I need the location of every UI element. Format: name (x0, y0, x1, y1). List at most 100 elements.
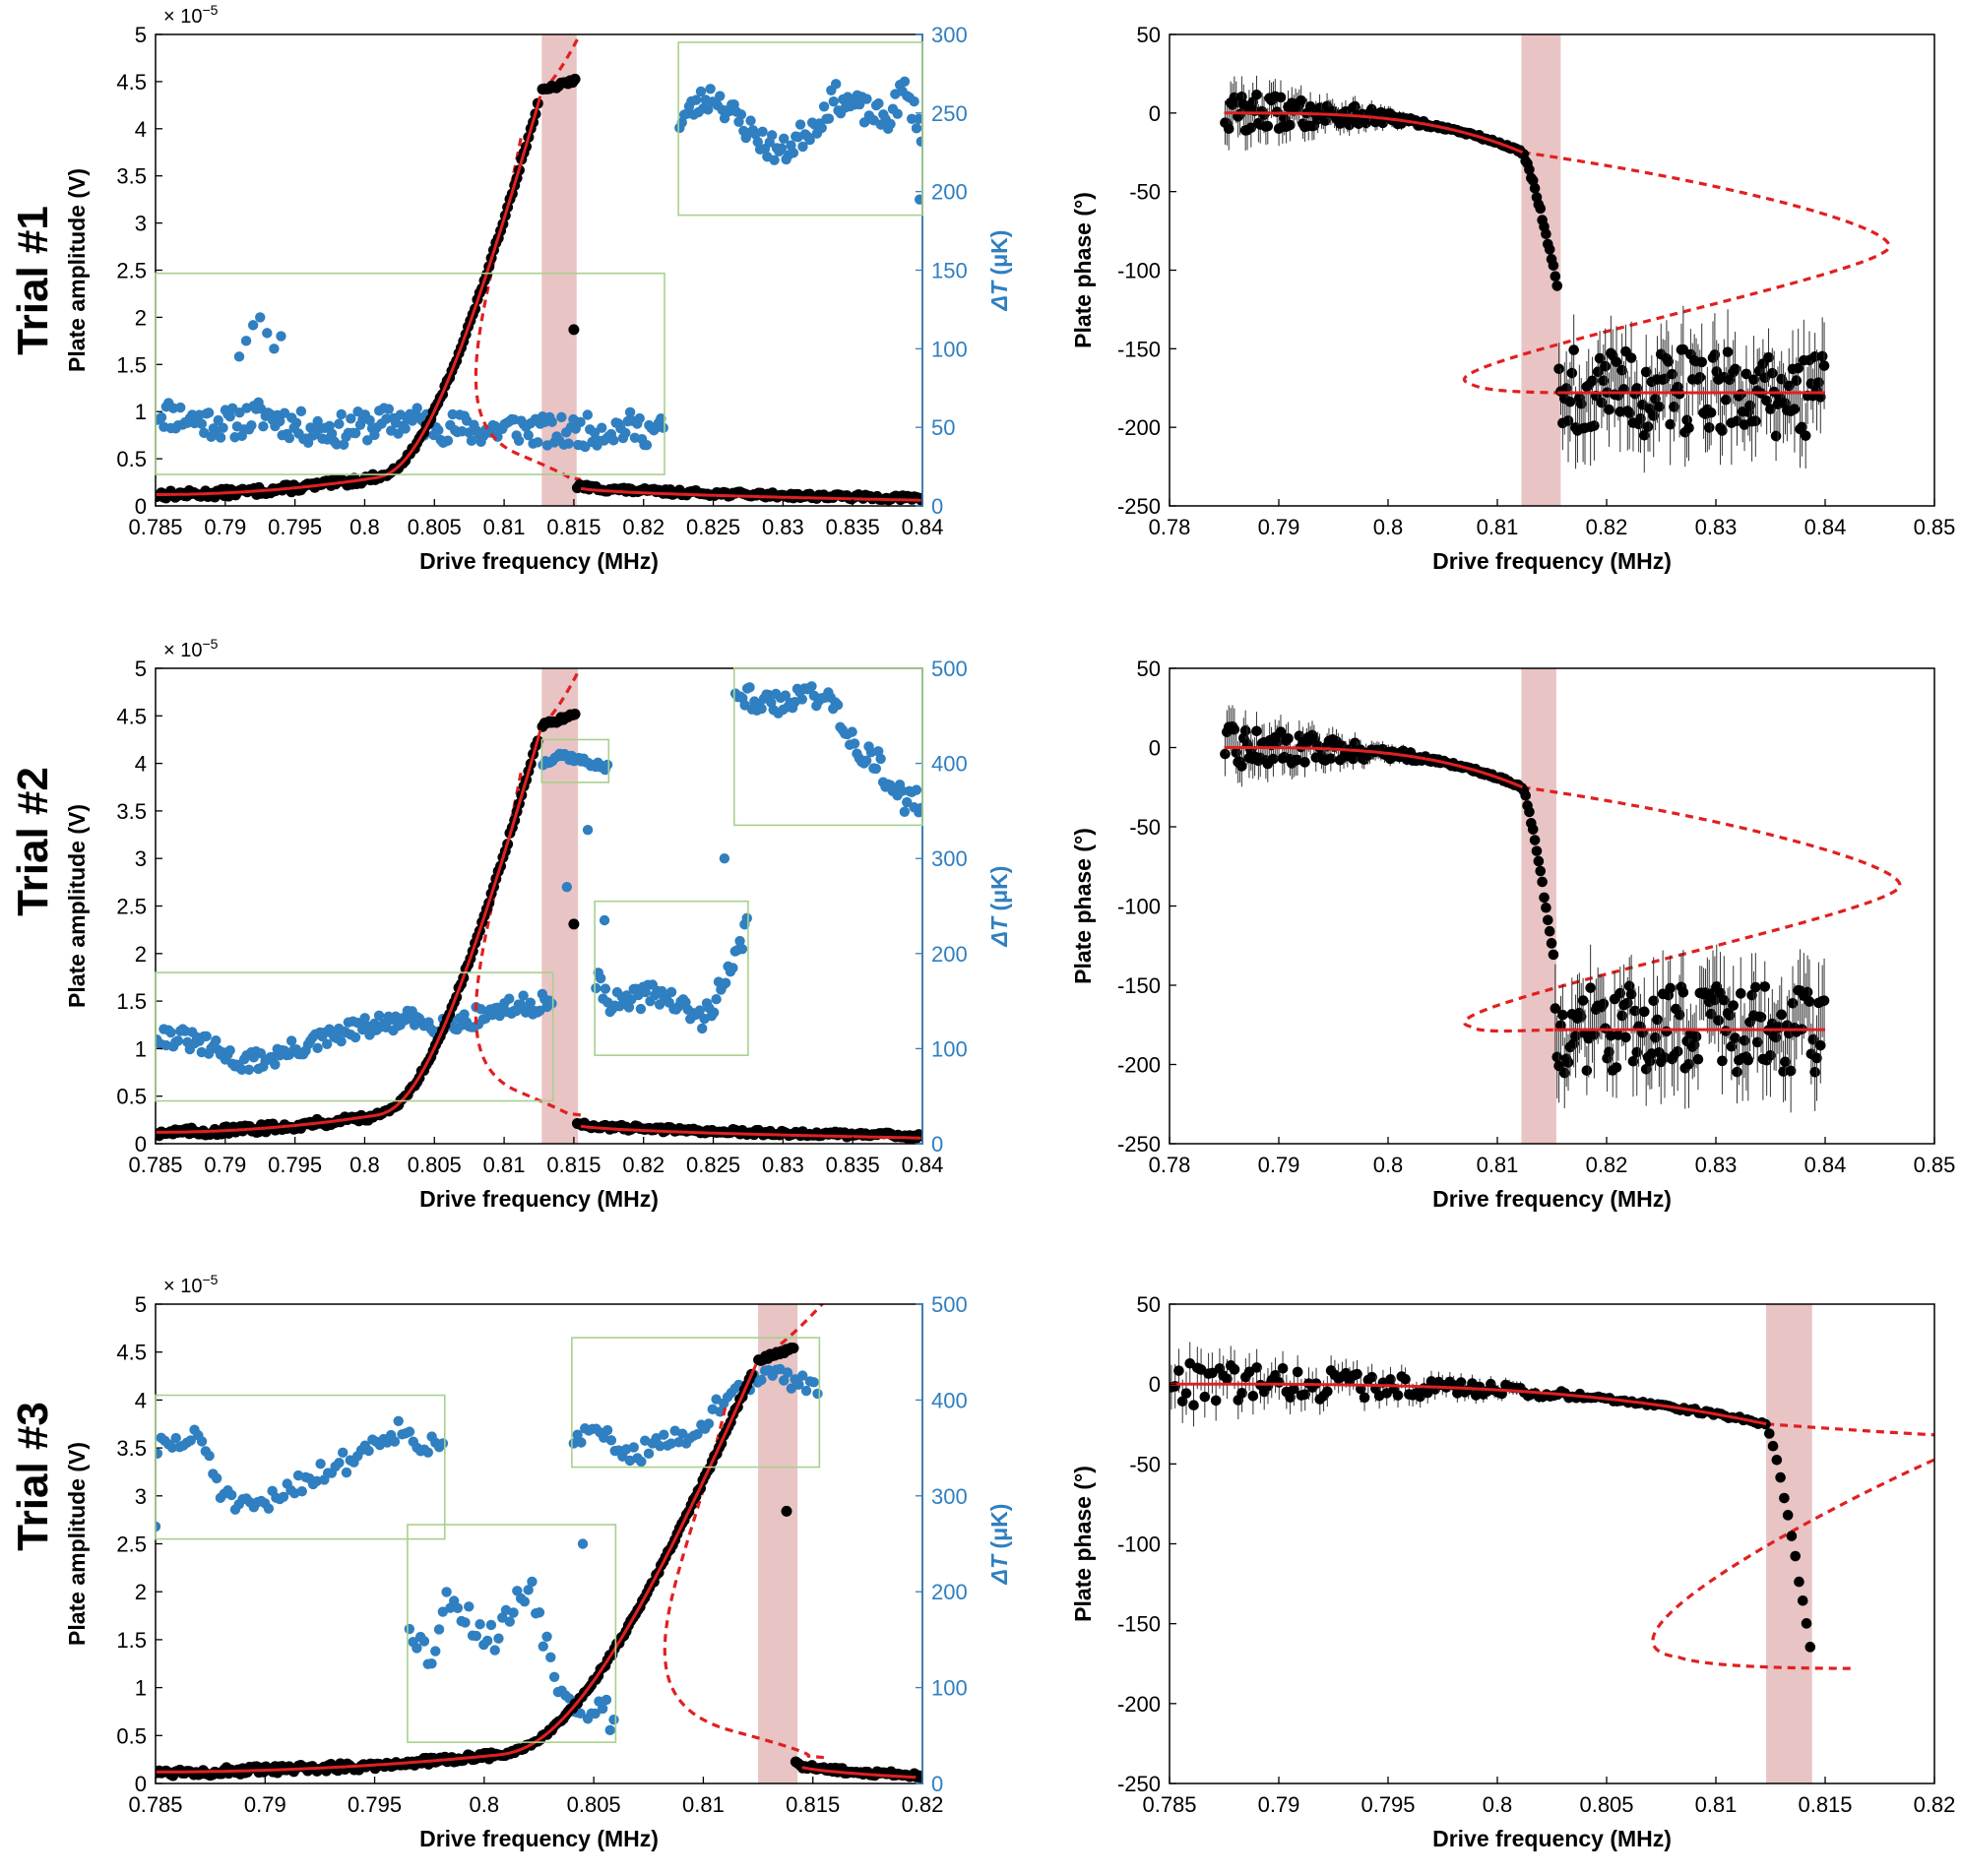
y-tick-label: 2.5 (116, 1532, 147, 1557)
temperature-point (577, 1538, 589, 1549)
temperature-point (808, 1377, 819, 1388)
temperature-point (624, 406, 636, 418)
phase-point (1539, 892, 1550, 904)
phase-point (1292, 1366, 1303, 1378)
phase-point (1648, 995, 1660, 1007)
temperature-point (779, 133, 790, 145)
temperature-point (411, 403, 422, 413)
temperature-point (794, 119, 806, 130)
y-tick-label: -150 (1117, 973, 1161, 998)
x-tick-label: 0.795 (268, 515, 322, 539)
phase-point (1665, 982, 1676, 994)
temperature-point (830, 79, 842, 90)
phase-point (1176, 1396, 1188, 1407)
fit-unstable-branch (663, 1407, 825, 1760)
y-tick-label: 1.5 (116, 1628, 147, 1653)
temperature-point (634, 412, 645, 424)
x-tick-label: 0.805 (1579, 1792, 1633, 1817)
y-tick-label: 3.5 (116, 1436, 147, 1461)
y-tick-label: 4 (135, 117, 147, 142)
temperature-point (828, 95, 839, 107)
temperature-point (745, 115, 756, 126)
phase-point (1804, 996, 1815, 1007)
temperature-region-box (732, 667, 923, 827)
phase-point (1229, 1364, 1240, 1375)
y-tick-label: 3 (135, 1484, 147, 1509)
plot-area (1220, 34, 1891, 506)
temperature-point (655, 1440, 665, 1452)
temperature-point (338, 1447, 348, 1459)
phase-point (1818, 995, 1830, 1006)
y-tick-label: 3.5 (116, 799, 147, 824)
temperature-point (695, 86, 707, 97)
temperature-point (595, 972, 606, 984)
phase-point (1173, 1365, 1184, 1376)
temperature-point (909, 95, 919, 107)
phase-point (1625, 352, 1637, 363)
y2-tick-label: 100 (931, 337, 968, 361)
phase-point (1763, 351, 1774, 363)
x-tick-label: 0.815 (546, 515, 601, 539)
phase-point (1724, 1010, 1736, 1021)
temperature-point (545, 1652, 556, 1663)
y-tick-label: -200 (1117, 1692, 1161, 1717)
temperature-point (601, 1694, 612, 1706)
temperature-point (800, 1385, 812, 1397)
fit-stable-lower (156, 95, 542, 496)
temperature-point (433, 424, 444, 436)
temperature-point (711, 994, 722, 1005)
temperature-point (591, 982, 601, 994)
temperature-point (422, 1447, 434, 1458)
temperature-point (756, 1374, 767, 1386)
temperature-region-box (155, 272, 665, 475)
phase-point (1761, 395, 1772, 406)
phase-point (1746, 989, 1757, 1001)
phase-point (1285, 1392, 1296, 1404)
phase-point (1782, 1510, 1794, 1521)
temperature-point (601, 1424, 613, 1436)
phase-point (1598, 998, 1610, 1010)
phase-point (1635, 412, 1646, 424)
y-axis-label: Plate amplitude (V) (64, 804, 90, 1008)
phase-point (1771, 1454, 1783, 1466)
phase-point (1550, 1003, 1561, 1014)
fit-stable-upper (580, 1124, 921, 1140)
temperature-point (873, 97, 884, 109)
y-tick-label: 1.5 (116, 989, 147, 1014)
phase-point (1813, 377, 1824, 388)
temperature-point (175, 402, 186, 413)
temperature-point (426, 1657, 437, 1669)
phase-point (1735, 389, 1746, 400)
temperature-point (349, 427, 361, 439)
amplitude-point (568, 918, 580, 930)
temperature-point (278, 1491, 289, 1502)
temperature-point (204, 1450, 215, 1462)
temperature-point (705, 84, 716, 94)
temperature-point (534, 1607, 545, 1618)
phase-point (1638, 429, 1650, 441)
axes-frame (1169, 1303, 1935, 1784)
x-tick-label: 0.785 (128, 515, 182, 539)
phase-point (1765, 1049, 1776, 1061)
phase-point (1638, 1006, 1650, 1018)
y-tick-label: 4.5 (116, 70, 147, 94)
temperature-point (697, 1023, 708, 1034)
x-tick-label: 0.84 (902, 1153, 944, 1177)
temperature-point (692, 1428, 703, 1440)
y-tick-label: 0 (135, 1772, 147, 1796)
trial-label-1: Trial #1 (9, 206, 57, 355)
phase-point (1594, 352, 1606, 364)
phase-point (1251, 90, 1262, 100)
x-tick-label: 0.83 (762, 515, 804, 539)
phase-point (1277, 1362, 1289, 1374)
x-tick-label: 0.82 (622, 1153, 665, 1177)
fit-stable-lower (156, 729, 542, 1134)
temperature-point (433, 1624, 445, 1635)
phase-point (1188, 1400, 1199, 1410)
temperature-point (849, 738, 860, 749)
temperature-point (247, 320, 259, 331)
x-axis-label: Drive frequency (MHz) (1432, 548, 1672, 574)
y2-axis-label-main: ΔT (986, 1553, 1012, 1585)
phase-point (1575, 1011, 1587, 1023)
phase-point (1546, 938, 1557, 949)
